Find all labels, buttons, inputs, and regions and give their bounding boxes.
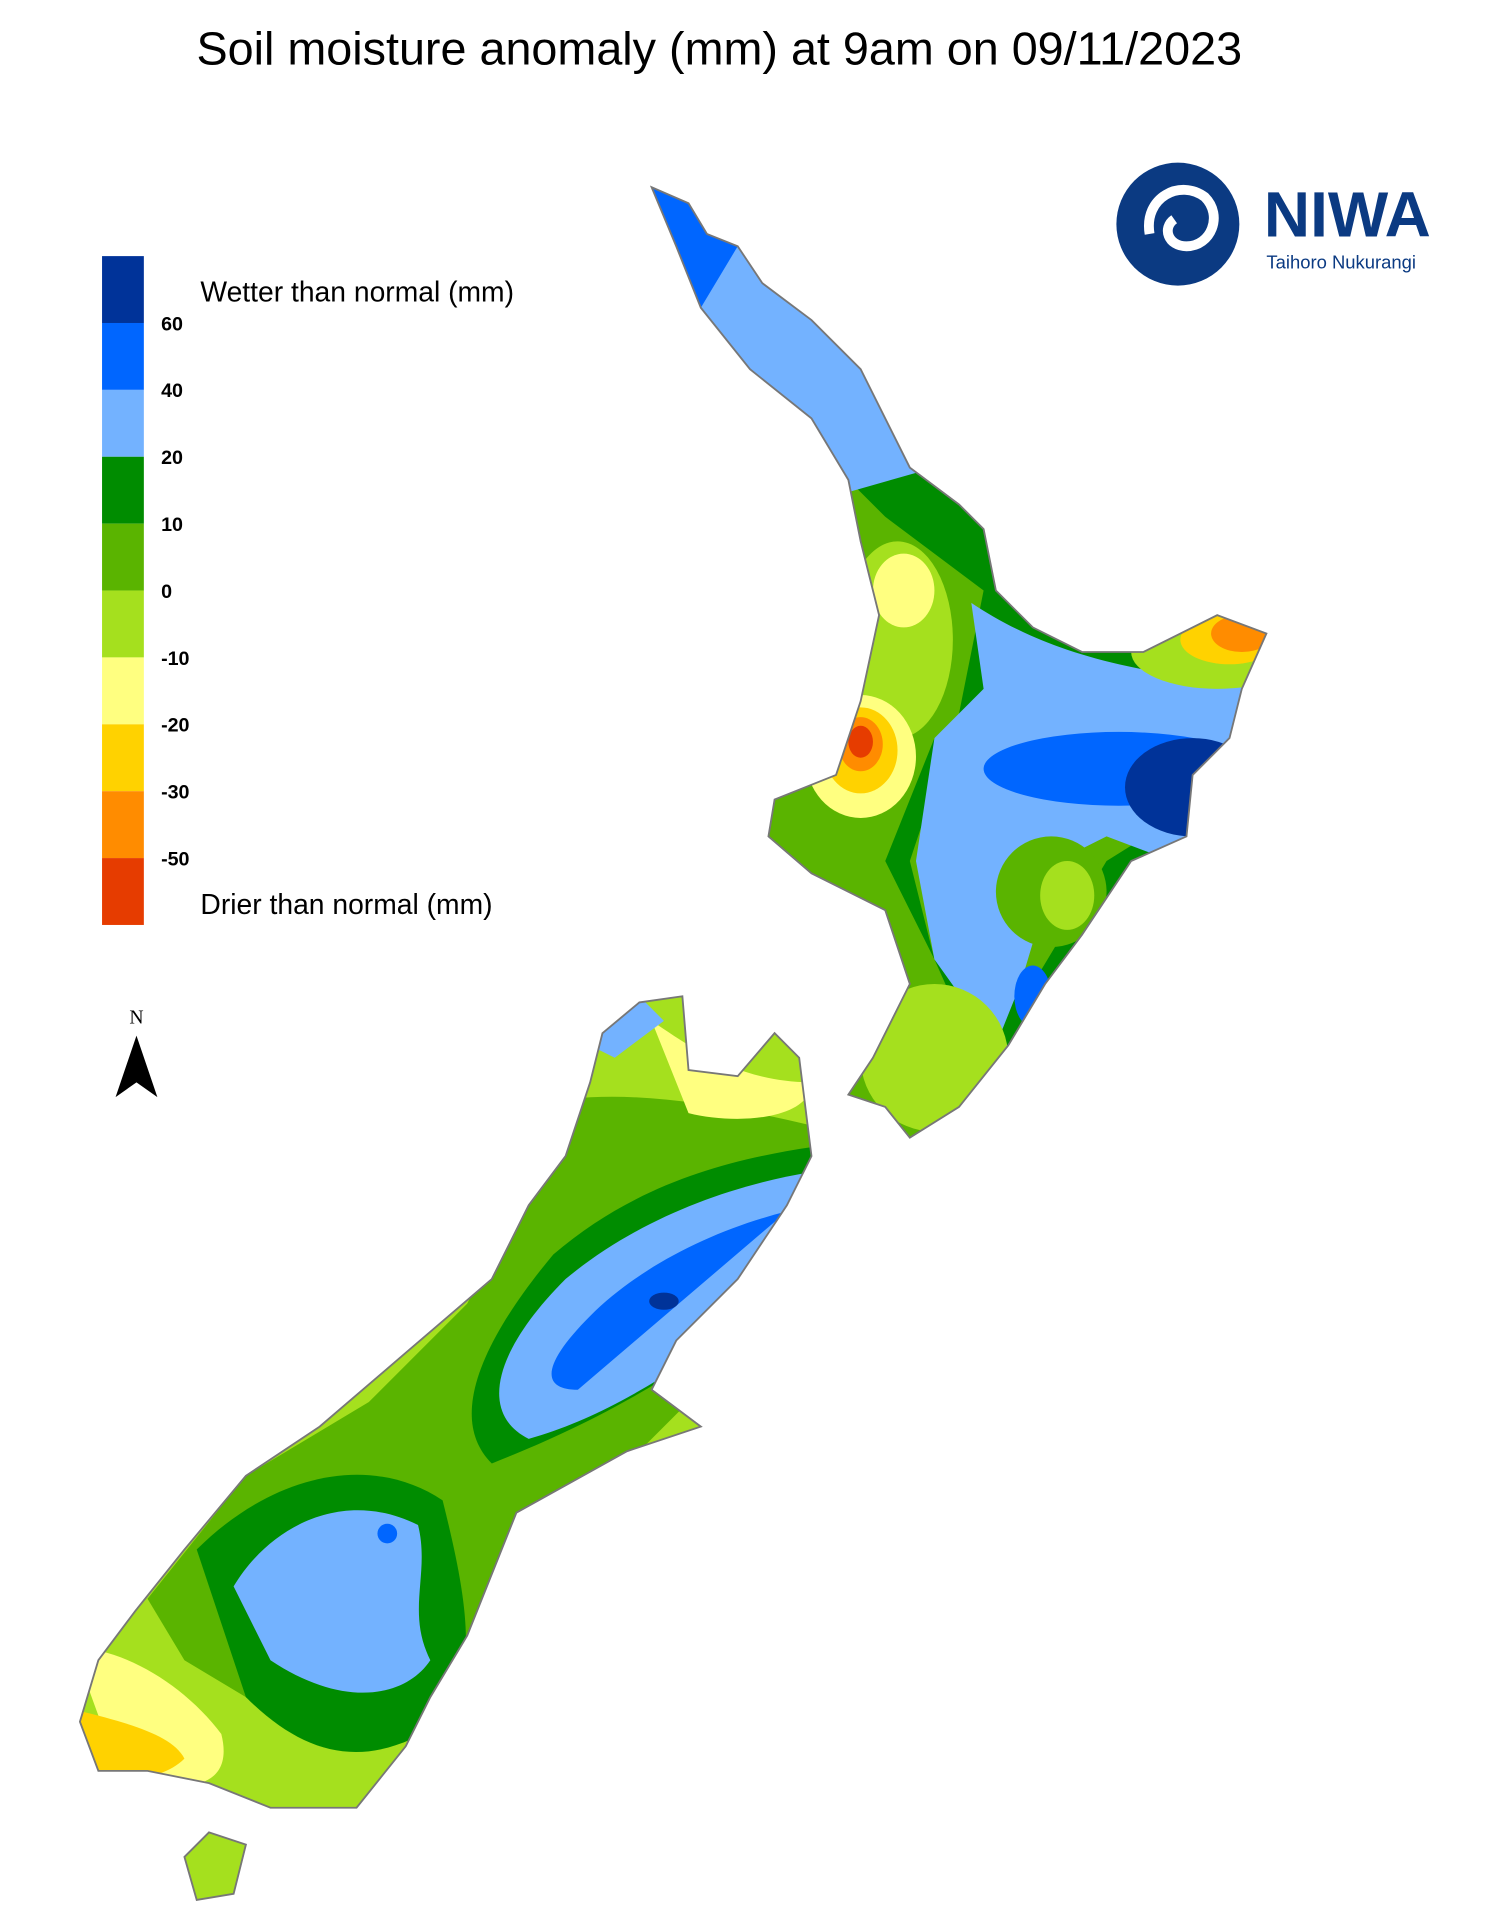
legend: Wetter than normal (mm) Drier than norma…	[102, 256, 514, 925]
logo-swirl	[1144, 184, 1219, 252]
legend-tick-label: -10	[161, 648, 189, 670]
north-arrow-icon	[115, 1035, 158, 1098]
legend-lower-label: Drier than normal (mm)	[200, 888, 492, 920]
map-title: Soil moisture anomaly (mm) at 9am on 09/…	[196, 22, 1242, 74]
legend-tick-label: 40	[161, 380, 183, 402]
legend-tick-label: -50	[161, 848, 189, 870]
south-island-outline	[78, 995, 813, 1902]
legend-tick-label: -30	[161, 782, 189, 804]
legend-swatch	[102, 389, 144, 457]
legend-swatch	[102, 456, 144, 524]
legend-upper-label: Wetter than normal (mm)	[200, 276, 514, 308]
legend-swatch	[102, 724, 144, 792]
north-arrow: N	[115, 1006, 158, 1098]
legend-tick-label: 60	[161, 313, 183, 335]
logo: NIWA Taihoro Nukurangi	[1116, 162, 1431, 286]
legend-swatch	[102, 523, 144, 591]
legend-swatch	[102, 590, 144, 658]
north-island	[651, 187, 1267, 1138]
logo-icon	[1116, 162, 1240, 286]
legend-tick-label: -20	[161, 715, 189, 737]
legend-tick-label: 10	[161, 514, 183, 536]
south-island	[79, 996, 812, 1900]
north-label: N	[129, 1006, 143, 1028]
logo-subtitle: Taihoro Nukurangi	[1266, 251, 1416, 272]
legend-swatch	[102, 256, 144, 323]
legend-swatch	[102, 322, 144, 390]
legend-tick-label: 0	[161, 581, 172, 603]
north-island-outline	[649, 185, 1268, 1139]
legend-swatch	[102, 791, 144, 859]
legend-swatch	[102, 858, 144, 925]
legend-swatch	[102, 657, 144, 725]
legend-tick-label: 20	[161, 447, 183, 469]
logo-name: NIWA	[1264, 178, 1431, 250]
